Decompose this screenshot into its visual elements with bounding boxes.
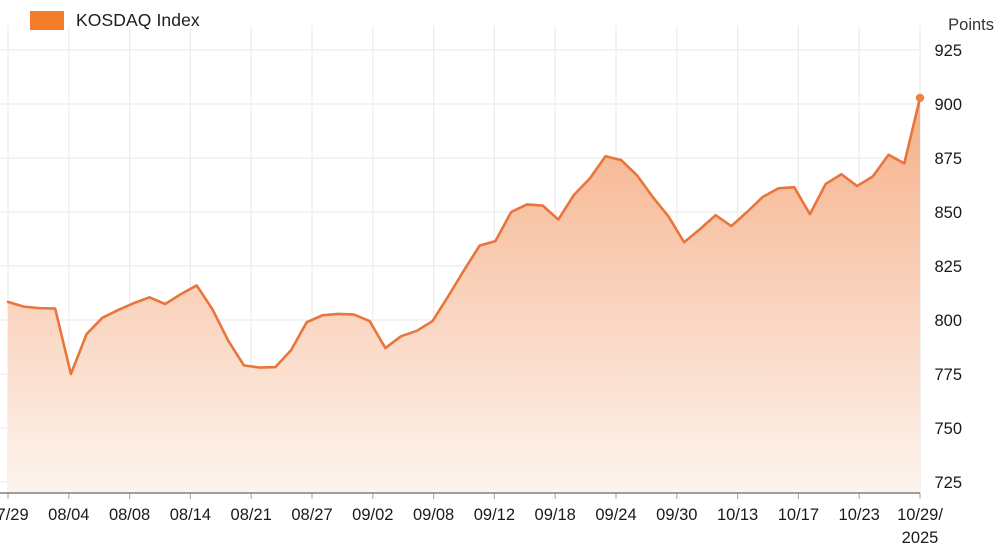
x-tick-label: 09/30 (656, 506, 697, 524)
y-tick-label: 825 (934, 258, 962, 276)
y-tick-label: 925 (934, 42, 962, 60)
x-tick-label: 09/24 (595, 506, 636, 524)
kosdaq-index-line (6, 96, 922, 376)
x-tick-label: 10/29/ (897, 506, 943, 524)
x-tick-label: 09/08 (413, 506, 454, 524)
kosdaq-index-area-fill (8, 97, 920, 493)
x-tick-label: 10/17 (778, 506, 819, 524)
chart-legend: KOSDAQ Index (30, 8, 200, 32)
chart-y-tick-labels: 925 900 875 850 825 800 775 750 725 (934, 42, 962, 492)
y-tick-label: 750 (934, 420, 962, 438)
x-tick-label: 09/12 (474, 506, 515, 524)
x-tick-label-year: 2025 (902, 529, 939, 547)
y-tick-label: 775 (934, 366, 962, 384)
x-tick-label: 10/23 (839, 506, 880, 524)
y-axis-unit-label: Points (948, 16, 994, 34)
x-tick-label: 08/14 (170, 506, 211, 524)
x-tick-label: 07/29 (0, 506, 29, 524)
y-tick-label: 725 (934, 474, 962, 492)
x-tick-label: 08/21 (231, 506, 272, 524)
legend-swatch-kosdaq-index (30, 10, 64, 30)
x-tick-label: 09/18 (535, 506, 576, 524)
y-tick-label: 875 (934, 150, 962, 168)
y-tick-label: 800 (934, 312, 962, 330)
chart-x-ticks (7, 493, 921, 499)
x-tick-label: 08/27 (291, 506, 332, 524)
legend-label-kosdaq-index: KOSDAQ Index (76, 9, 200, 30)
y-tick-label: 850 (934, 204, 962, 222)
chart-x-tick-labels: 07/29 08/04 08/08 08/14 08/21 08/27 09/02 09/08… (0, 506, 943, 547)
x-tick-label: 09/02 (352, 506, 393, 524)
y-tick-label: 900 (934, 96, 962, 114)
x-tick-label: 10/13 (717, 506, 758, 524)
x-tick-label: 08/04 (48, 506, 89, 524)
x-tick-label: 08/08 (109, 506, 150, 524)
kosdaq-index-endpoint-marker (915, 93, 925, 103)
